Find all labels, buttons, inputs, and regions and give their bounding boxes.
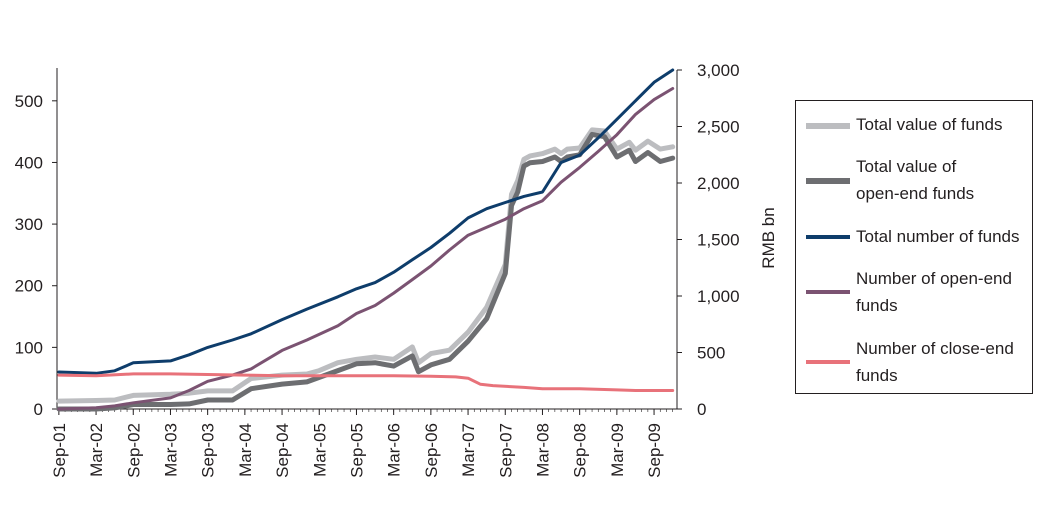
legend-label: Total value of open-end funds <box>856 157 975 203</box>
legend-item: Total value of open-end funds <box>796 153 1032 209</box>
left-tick-label: 300 <box>15 215 43 234</box>
x-tick-label: Sep-07 <box>496 423 515 478</box>
x-tick-label: Sep-05 <box>347 423 366 478</box>
left-tick-label: 100 <box>15 338 43 357</box>
right-tick-label: 0 <box>697 400 706 419</box>
x-tick-label: Mar-07 <box>459 423 478 477</box>
legend-swatch <box>806 235 850 239</box>
x-tick-label: Mar-09 <box>608 423 627 477</box>
x-tick-label: Sep-03 <box>199 423 218 478</box>
x-tick-label: Mar-04 <box>236 423 255 477</box>
series-line-number-of-open-end-funds <box>57 87 675 411</box>
labels-layer: 0 100 200 300 400 500 0 500 1,000 1,500 2,000 2,500… <box>15 61 740 478</box>
series-line-total-number-of-funds <box>57 68 675 375</box>
legend-item: Total value of funds <box>796 111 1032 167</box>
legend-swatch <box>806 290 850 294</box>
legend-label: Total value of funds <box>856 115 1003 134</box>
series-line-number-of-close-end-funds <box>57 372 675 392</box>
left-tick-label: 500 <box>15 92 43 111</box>
legend-item: Number of close-end funds <box>796 335 1032 391</box>
x-tick-label: Sep-01 <box>50 423 69 478</box>
left-tick-label: 0 <box>34 400 43 419</box>
legend-label: Total number of funds <box>856 227 1020 246</box>
x-tick-label: Sep-04 <box>273 423 292 478</box>
x-tick-label: Mar-05 <box>310 423 329 477</box>
x-tick-label: Mar-08 <box>533 423 552 477</box>
series-line-total-value-of-funds <box>56 127 676 404</box>
right-tick-label: 1,500 <box>697 231 740 250</box>
chart-legend: Total value of funds Total value of open-e… <box>795 100 1033 394</box>
legend-label: Number of close-end funds <box>856 339 1014 385</box>
right-tick-label: 1,000 <box>697 287 740 306</box>
series-layer <box>56 68 676 412</box>
series-line-total-value-of-open-end-funds <box>56 131 676 412</box>
legend-swatch <box>806 123 850 129</box>
left-tick-label: 400 <box>15 153 43 172</box>
legend-swatch <box>806 360 850 364</box>
right-tick-label: 3,000 <box>697 61 740 80</box>
legend-item: Number of open-end funds <box>796 265 1032 321</box>
right-tick-label: 2,500 <box>697 118 740 137</box>
right-tick-label: 2,000 <box>697 174 740 193</box>
x-tick-label: Mar-06 <box>385 423 404 477</box>
x-tick-label: Sep-06 <box>422 423 441 478</box>
legend-swatch <box>806 178 850 184</box>
left-tick-label: 200 <box>15 277 43 296</box>
x-tick-label: Sep-02 <box>124 423 143 478</box>
right-tick-label: 500 <box>697 344 725 363</box>
x-tick-label: Mar-03 <box>161 423 180 477</box>
right-axis-label: RMB bn <box>759 207 778 268</box>
legend-label: Number of open-end funds <box>856 269 1012 315</box>
x-tick-label: Sep-08 <box>571 423 590 478</box>
x-tick-label: Mar-02 <box>87 423 106 477</box>
legend-item: Total number of funds <box>796 223 1032 279</box>
x-tick-label: Sep-09 <box>645 423 664 478</box>
